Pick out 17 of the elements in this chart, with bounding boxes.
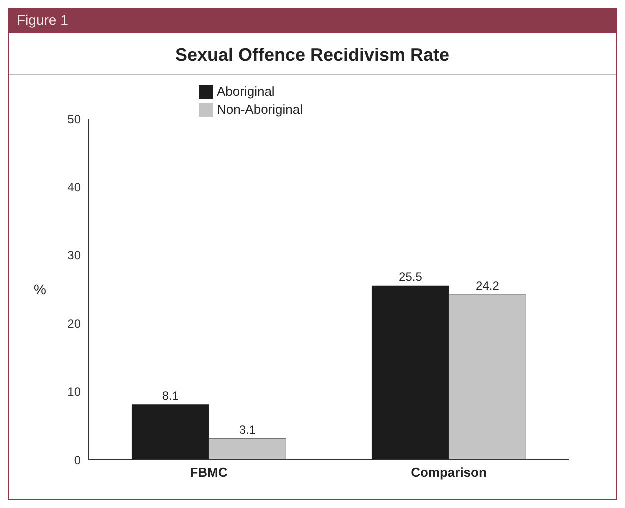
x-tick-label: Comparison: [411, 465, 487, 480]
data-label: 8.1: [162, 388, 180, 403]
legend-label: Aboriginal: [217, 84, 275, 99]
data-label: 24.2: [476, 278, 500, 293]
caption: Figure 1: [9, 9, 616, 33]
y-tick-label: 40: [68, 180, 82, 194]
y-tick-label: 20: [68, 316, 82, 331]
data-label: 25.5: [399, 270, 423, 284]
legend-label: Non-Aboriginal: [217, 102, 303, 117]
y-tick-label: 50: [68, 112, 82, 126]
x-tick-label: FBMC: [190, 465, 228, 480]
y-tick-label: 0: [74, 453, 82, 468]
y-axis-title: %: [34, 281, 46, 298]
y-tick-label: 30: [68, 248, 82, 263]
chart-title: Sexual Offence Recidivism Rate: [9, 33, 616, 75]
data-label: 3.1: [239, 422, 256, 437]
y-tick-label: 10: [68, 385, 82, 400]
